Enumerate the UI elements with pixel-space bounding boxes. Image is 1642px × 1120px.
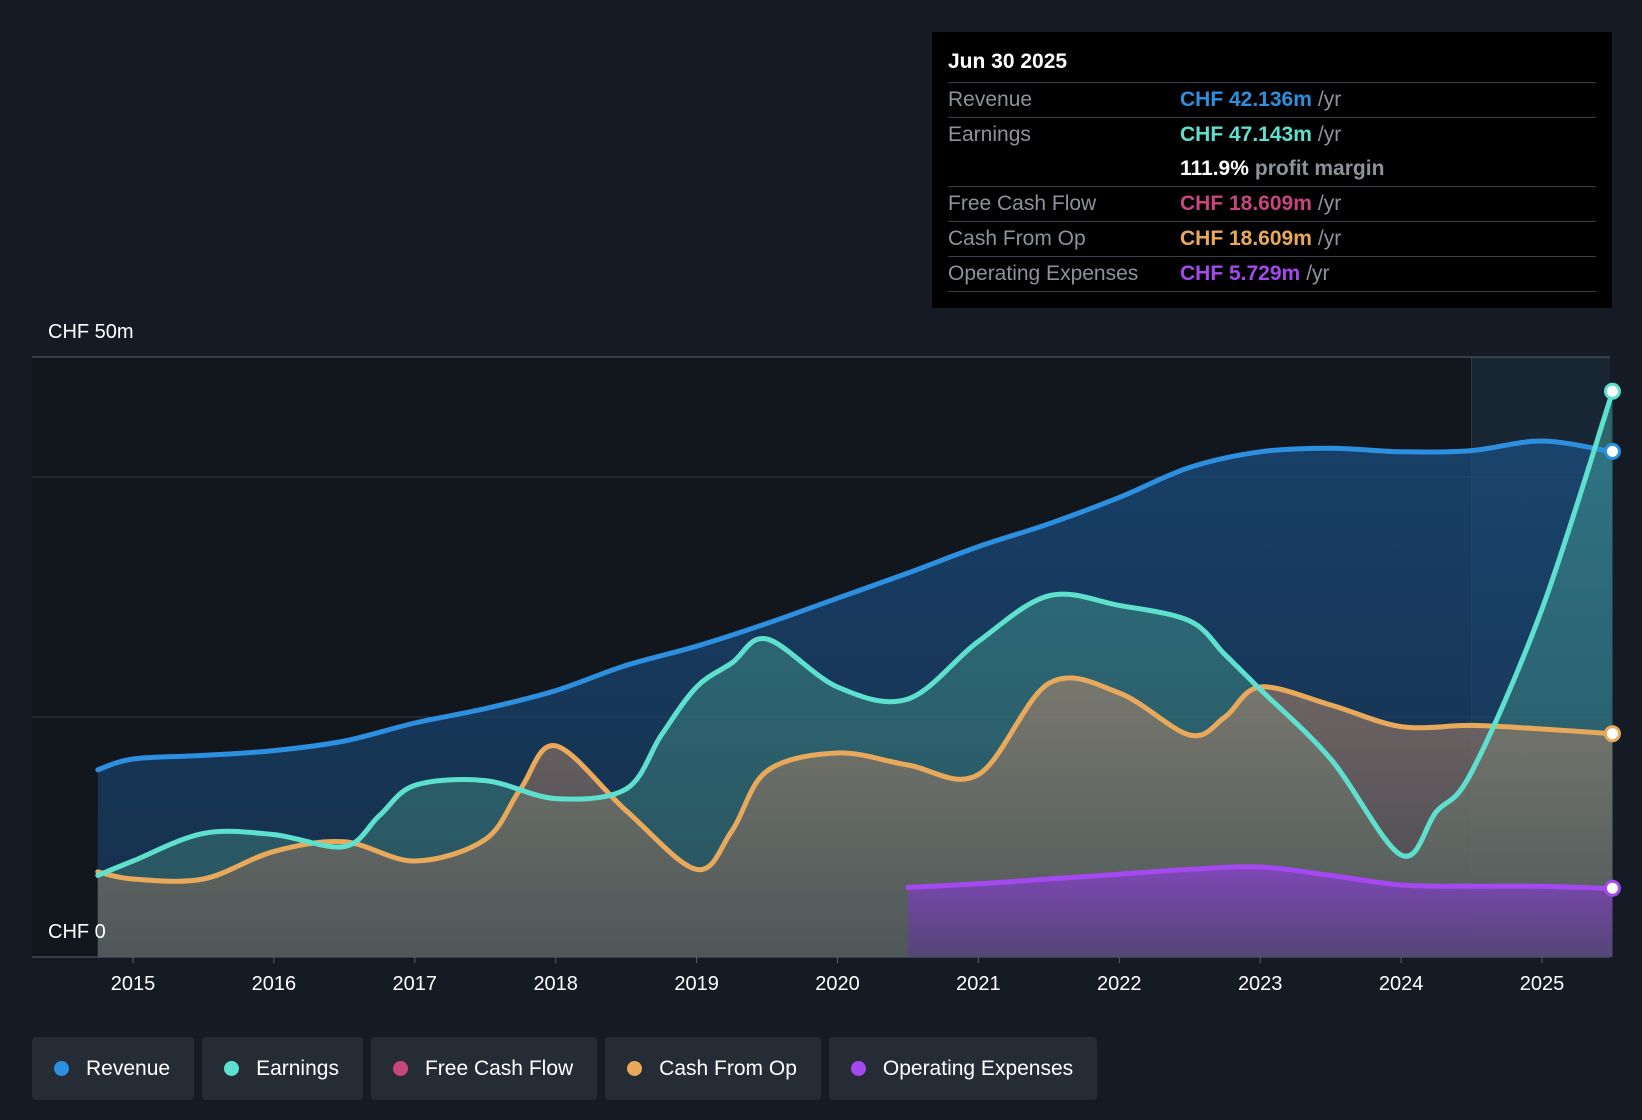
tooltip-row-cash-from-op: Cash From Op CHF 18.609m /yr xyxy=(948,222,1596,257)
legend-label: Revenue xyxy=(86,1056,171,1080)
tooltip-row-free-cash-flow: Free Cash Flow CHF 18.609m /yr xyxy=(948,187,1596,222)
tooltip-label xyxy=(948,152,1180,186)
legend-item-free-cash-flow[interactable]: Free Cash Flow xyxy=(370,1037,598,1100)
y-axis-top-label: CHF 50m xyxy=(48,321,134,343)
tooltip-panel: Jun 30 2025 Revenue CHF 42.136m /yr Earn… xyxy=(932,32,1612,308)
tooltip-label: Cash From Op xyxy=(948,227,1086,250)
x-tick-label: 2017 xyxy=(393,973,438,995)
x-tick-label: 2022 xyxy=(1097,973,1142,995)
tooltip-label: Revenue xyxy=(948,88,1033,111)
end-marker-cash-from-op xyxy=(1603,725,1621,743)
x-tick-label: 2015 xyxy=(111,973,156,995)
revenue-dot-icon xyxy=(54,1061,69,1076)
tooltip-unit: /yr xyxy=(1317,192,1342,215)
y-axis-bottom-label: CHF 0 xyxy=(48,921,106,943)
legend-label: Earnings xyxy=(256,1056,339,1080)
tooltip-row-operating-expenses: Operating Expenses CHF 5.729m /yr xyxy=(948,257,1596,292)
tooltip-unit: /yr xyxy=(1317,88,1342,111)
tooltip-value: 111.9% xyxy=(1180,157,1249,180)
legend-item-revenue[interactable]: Revenue xyxy=(32,1037,195,1100)
x-tick-label: 2019 xyxy=(674,973,719,995)
x-tick-label: 2018 xyxy=(533,973,578,995)
end-marker-revenue xyxy=(1603,442,1621,460)
tooltip-label: Operating Expenses xyxy=(948,262,1139,285)
chart-legend: Revenue Earnings Free Cash Flow Cash Fro… xyxy=(32,1037,1098,1100)
end-marker-operating-expenses xyxy=(1603,879,1621,897)
x-tick-label: 2020 xyxy=(815,973,860,995)
x-tick-label: 2025 xyxy=(1520,973,1565,995)
tooltip-date: Jun 30 2025 xyxy=(948,46,1596,83)
x-tick-label: 2021 xyxy=(956,973,1001,995)
tooltip-row-earnings: Earnings CHF 47.143m /yr xyxy=(948,118,1596,152)
revenue-line xyxy=(95,438,1615,773)
tooltip-row-revenue: Revenue CHF 42.136m /yr xyxy=(948,83,1596,118)
cash-from-op-line xyxy=(95,675,1615,884)
x-tick-label: 2024 xyxy=(1379,973,1424,995)
legend-item-earnings[interactable]: Earnings xyxy=(202,1037,363,1100)
tooltip-unit: /yr xyxy=(1317,227,1342,250)
tooltip-row-profit-margin: 111.9% profit margin xyxy=(948,152,1596,187)
free-cash-flow-dot-icon xyxy=(392,1061,408,1076)
tooltip-label: Earnings xyxy=(948,123,1031,146)
end-marker-earnings xyxy=(1603,382,1621,400)
tooltip-value: CHF 47.143m xyxy=(1180,123,1312,146)
earnings-line xyxy=(95,389,1615,878)
x-tick-label: 2016 xyxy=(252,973,297,995)
tooltip-value: CHF 18.609m xyxy=(1180,192,1312,215)
operating-expenses-area xyxy=(907,866,1613,957)
tooltip-value: CHF 18.609m xyxy=(1180,227,1312,250)
legend-item-cash-from-op[interactable]: Cash From Op xyxy=(605,1037,821,1100)
x-tick-label: 2023 xyxy=(1238,973,1283,995)
earnings-revenue-chart: 2015 2016 2017 2018 2019 2020 2021 2022 2023 2024… xyxy=(32,356,1621,995)
tooltip-label: Free Cash Flow xyxy=(948,192,1097,215)
operating-expenses-line xyxy=(905,864,1615,892)
operating-expenses-dot-icon xyxy=(850,1061,866,1076)
cash-from-op-dot-icon xyxy=(627,1061,643,1076)
tooltip-unit: /yr xyxy=(1317,123,1342,146)
tooltip-value: CHF 5.729m xyxy=(1180,262,1301,285)
tooltip-unit: /yr xyxy=(1306,262,1330,285)
tooltip-unit: profit margin xyxy=(1254,157,1385,180)
earnings-dot-icon xyxy=(224,1061,240,1076)
legend-label: Free Cash Flow xyxy=(424,1056,574,1080)
legend-label: Operating Expenses xyxy=(882,1056,1074,1080)
tooltip-value: CHF 42.136m xyxy=(1180,88,1312,111)
legend-label: Cash From Op xyxy=(659,1056,797,1080)
legend-item-operating-expenses[interactable]: Operating Expenses xyxy=(828,1037,1098,1100)
